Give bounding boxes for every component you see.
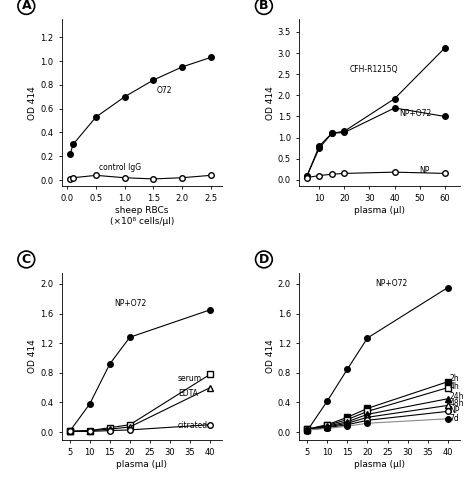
Text: 48h: 48h [450,399,464,409]
Text: C: C [22,253,31,266]
Text: B: B [259,0,269,13]
Text: NP+O72: NP+O72 [114,298,146,308]
Text: 4h: 4h [450,382,459,391]
Text: citrated: citrated [178,421,208,430]
Text: NP+O72: NP+O72 [375,279,408,288]
Text: 24h: 24h [450,392,464,401]
Text: EDTA: EDTA [178,389,198,398]
Text: NP: NP [419,166,430,175]
Text: CFH-R1215Q: CFH-R1215Q [349,66,398,74]
X-axis label: sheep RBCs
(×10⁸ cells/μl): sheep RBCs (×10⁸ cells/μl) [109,206,174,226]
Y-axis label: OD 414: OD 414 [266,86,275,120]
Y-axis label: OD 414: OD 414 [28,339,37,373]
Text: A: A [21,0,31,13]
Text: control IgG: control IgG [99,162,141,171]
X-axis label: plasma (μl): plasma (μl) [117,460,167,469]
Text: D: D [259,253,269,266]
X-axis label: plasma (μl): plasma (μl) [354,460,405,469]
Text: NP: NP [450,406,460,415]
Text: NP+O72: NP+O72 [400,109,432,117]
Y-axis label: OD 414: OD 414 [266,339,275,373]
X-axis label: plasma (μl): plasma (μl) [354,206,405,215]
Text: O72: O72 [156,86,172,95]
Text: 7d: 7d [450,413,459,423]
Text: serum: serum [178,374,202,383]
Text: 2h: 2h [450,374,459,383]
Y-axis label: OD 414: OD 414 [28,86,37,120]
